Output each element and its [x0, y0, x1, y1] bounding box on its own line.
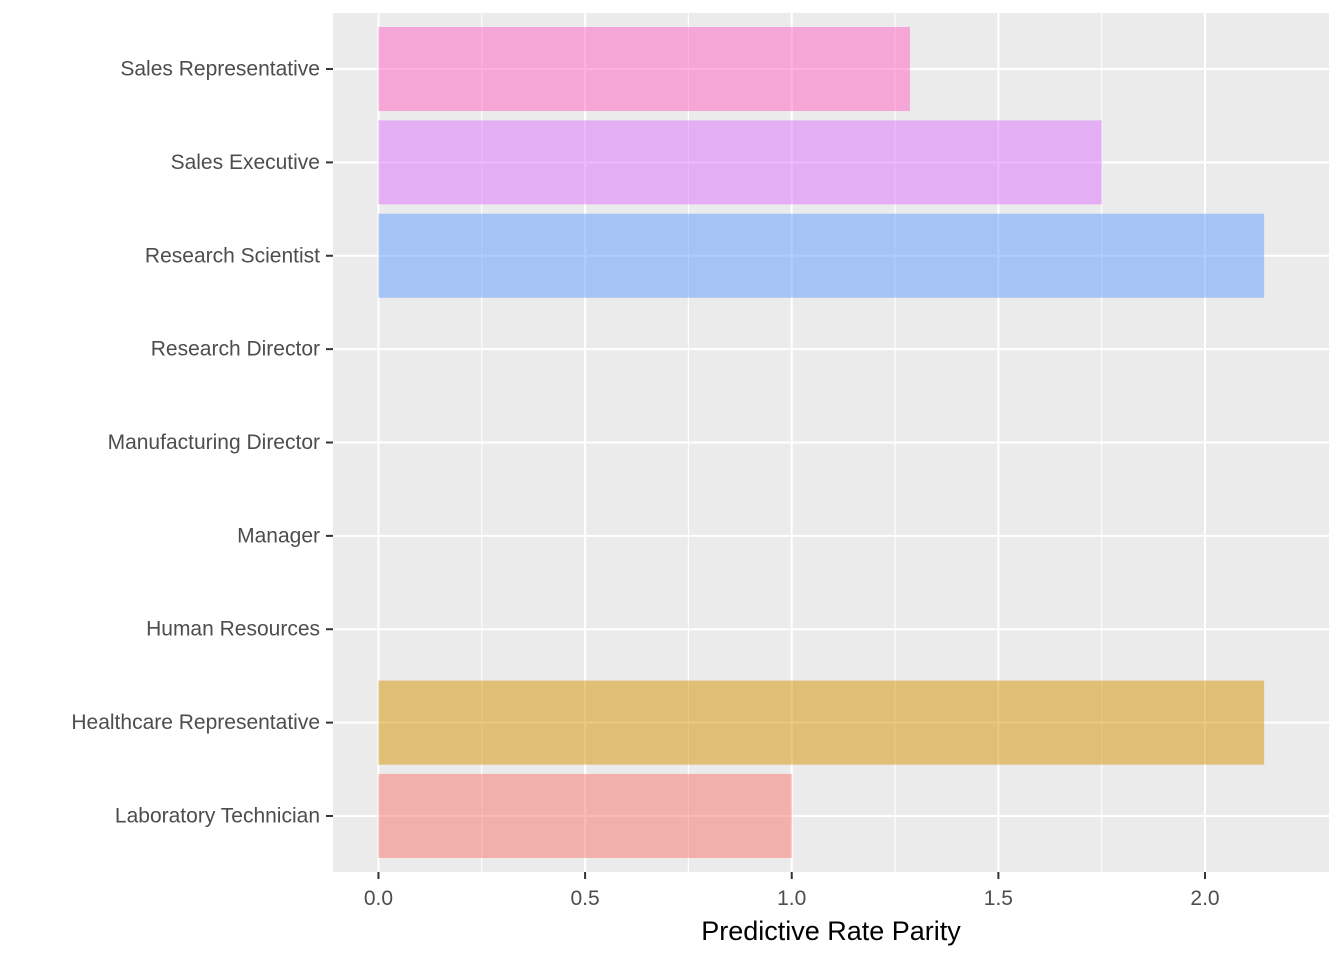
bar-healthcare-representative: [378, 680, 1265, 765]
x-axis-title: Predictive Rate Parity: [701, 916, 961, 946]
bar-sales-executive: [378, 120, 1102, 205]
y-tick-label: Sales Executive: [171, 151, 320, 174]
y-tick-label: Laboratory Technician: [115, 804, 320, 827]
bar-laboratory-technician: [378, 773, 792, 858]
x-tick-label: 2.0: [1190, 887, 1219, 910]
y-axis: Laboratory Technician Healthcare Represen…: [71, 58, 333, 827]
y-tick-label: Research Director: [151, 338, 320, 361]
x-tick-label: 1.5: [984, 887, 1013, 910]
y-tick-label: Manufacturing Director: [108, 431, 320, 454]
x-axis: 0.0 0.5 1.0 1.5 2.0: [364, 872, 1220, 910]
x-tick-label: 0.5: [570, 887, 599, 910]
y-tick-label: Sales Representative: [120, 58, 320, 81]
bar-research-scientist: [378, 213, 1265, 298]
bars: [378, 27, 1265, 858]
y-tick-label: Healthcare Representative: [71, 711, 320, 734]
y-tick-label: Human Resources: [146, 618, 320, 641]
y-tick-label: Manager: [237, 524, 320, 547]
y-tick-label: Research Scientist: [145, 244, 320, 267]
x-tick-label: 0.0: [364, 887, 393, 910]
bar-sales-representative: [378, 27, 910, 112]
x-tick-label: 1.0: [777, 887, 806, 910]
